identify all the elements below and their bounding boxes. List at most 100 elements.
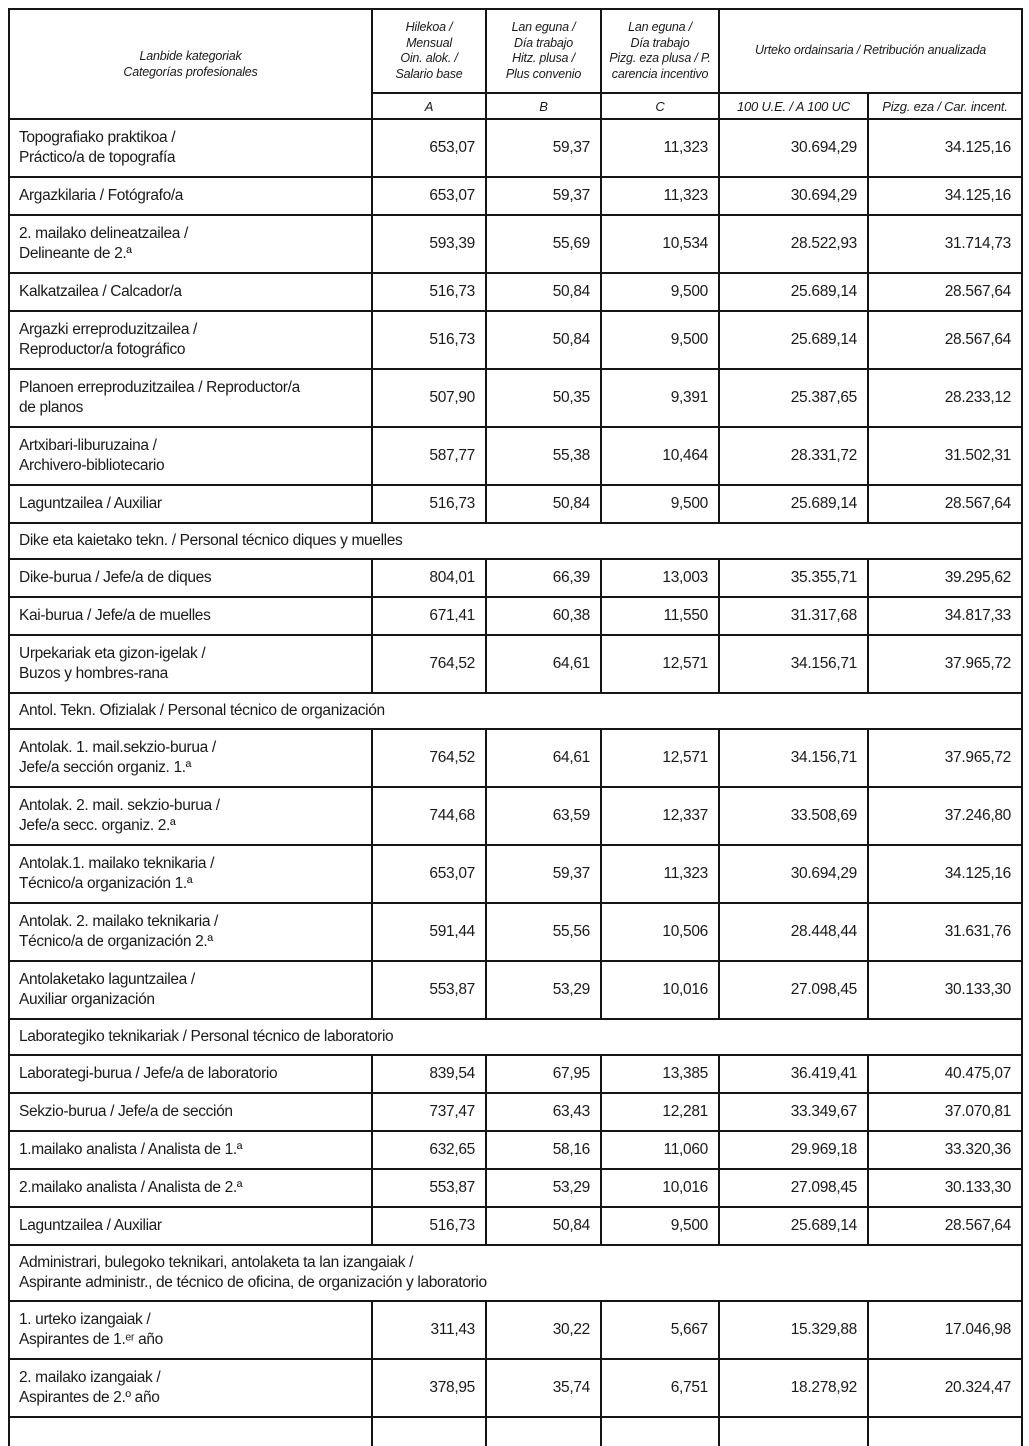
table-row: Dike-burua / Jefe/a de diques 804,01 66,39…	[8, 558, 1023, 598]
value-cell-carencia-incentivo: 12,571	[600, 728, 720, 788]
value-cell-anual-car-incent: 30.133,30	[867, 960, 1023, 1020]
value-cell-carencia-incentivo: 9,500	[600, 484, 720, 524]
value-cell-salario-base: 653,07	[371, 176, 487, 216]
category-cell: Kai-burua / Jefe/a de muelles	[8, 596, 373, 636]
value-cell-salario-base: 311,43	[371, 1300, 487, 1360]
document-page: Lanbide kategoriak Categorías profesiona…	[8, 8, 1023, 1446]
value-cell-anual-100uc: 27.098,45	[718, 960, 869, 1020]
category-cell: Antolak. 2. mailako teknikaria / Técnico…	[8, 902, 373, 962]
value-cell-plus-convenio: 50,84	[485, 310, 602, 370]
value-cell-plus-convenio: 64,61	[485, 634, 602, 694]
category-cell: Antolak. 2. mail. sekzio-burua / Jefe/a …	[8, 786, 373, 846]
value-cell-salario-base: 671,41	[371, 596, 487, 636]
table-row: Argazkilaria / Fotógrafo/a 653,07 59,37 11,…	[8, 176, 1023, 216]
value-cell-anual-100uc: 28.522,93	[718, 214, 869, 274]
value-cell-plus-convenio: 53,29	[485, 960, 602, 1020]
value-cell-anual-car-incent: 20.324,47	[867, 1358, 1023, 1418]
value-cell-carencia-incentivo: 11,323	[600, 176, 720, 216]
header-daily-carencia-incentivo: Lan eguna / Día trabajo Pizg. eza plusa …	[600, 8, 720, 94]
category-cell: Kalkatzailea / Calcador/a	[8, 272, 373, 312]
table-row: Kai-burua / Jefe/a de muelles 671,41 60,38…	[8, 596, 1023, 636]
category-cell: 1. urteko izangaiak / Aspirantes de 1.ᵉʳ…	[8, 1300, 373, 1360]
table-row: 2. mailako izangaiak / Aspirantes de 2.º…	[8, 1358, 1023, 1418]
value-cell-carencia-incentivo: 9,500	[600, 310, 720, 370]
value-cell-plus-convenio: 50,35	[485, 368, 602, 428]
value-cell-anual-car-incent: 37.965,72	[867, 728, 1023, 788]
value-cell-plus-convenio: 59,37	[485, 118, 602, 178]
value-cell-salario-base: 587,77	[371, 426, 487, 486]
value-cell-plus-convenio: 50,84	[485, 1206, 602, 1246]
value-cell-plus-convenio: 53,29	[485, 1168, 602, 1208]
value-cell-carencia-incentivo: 5,667	[600, 1300, 720, 1360]
header-sub-b: B	[485, 92, 602, 120]
value-cell-anual-car-incent: 34.125,16	[867, 844, 1023, 904]
header-category: Lanbide kategoriak Categorías profesiona…	[8, 8, 373, 120]
value-cell-anual-car-incent: 17.046,98	[867, 1300, 1023, 1360]
value-cell-anual-car-incent: 28.567,64	[867, 272, 1023, 312]
value-cell-anual-100uc: 35.355,71	[718, 558, 869, 598]
table-row: Antolak. 1. mail.sekzio-burua / Jefe/a s…	[8, 728, 1023, 788]
value-cell-carencia-incentivo: 12,281	[600, 1092, 720, 1132]
empty-cell	[600, 1416, 720, 1446]
table-row: Sekzio-burua / Jefe/a de sección 737,47 63…	[8, 1092, 1023, 1132]
value-cell-plus-convenio: 67,95	[485, 1054, 602, 1094]
value-cell-anual-100uc: 30.694,29	[718, 118, 869, 178]
table-row: Antolak. 2. mailako teknikaria / Técnico…	[8, 902, 1023, 962]
table-body: Topografiako praktikoa / Práctico/a de t…	[8, 118, 1023, 1446]
value-cell-carencia-incentivo: 13,385	[600, 1054, 720, 1094]
table-row: Planoen erreproduzitzailea / Reproductor…	[8, 368, 1023, 428]
category-cell: Planoen erreproduzitzailea / Reproductor…	[8, 368, 373, 428]
section-label: Administrari, bulegoko teknikari, antola…	[8, 1244, 1023, 1302]
table-row: Antolaketako laguntzailea / Auxiliar org…	[8, 960, 1023, 1020]
table-row: 2. mailako delineatzailea / Delineante d…	[8, 214, 1023, 274]
value-cell-anual-100uc: 15.329,88	[718, 1300, 869, 1360]
value-cell-anual-100uc: 36.419,41	[718, 1054, 869, 1094]
value-cell-anual-car-incent: 37.070,81	[867, 1092, 1023, 1132]
value-cell-anual-100uc: 25.689,14	[718, 484, 869, 524]
category-cell: 2. mailako izangaiak / Aspirantes de 2.º…	[8, 1358, 373, 1418]
value-cell-carencia-incentivo: 12,571	[600, 634, 720, 694]
table-row: Artxibari-liburuzaina / Archivero-biblio…	[8, 426, 1023, 486]
value-cell-carencia-incentivo: 10,534	[600, 214, 720, 274]
value-cell-carencia-incentivo: 6,751	[600, 1358, 720, 1418]
value-cell-carencia-incentivo: 10,506	[600, 902, 720, 962]
table-row: Topografiako praktikoa / Práctico/a de t…	[8, 118, 1023, 178]
category-cell: Laguntzailea / Auxiliar	[8, 484, 373, 524]
value-cell-carencia-incentivo: 9,391	[600, 368, 720, 428]
value-cell-anual-car-incent: 30.133,30	[867, 1168, 1023, 1208]
empty-cell	[485, 1416, 602, 1446]
value-cell-anual-100uc: 31.317,68	[718, 596, 869, 636]
value-cell-salario-base: 737,47	[371, 1092, 487, 1132]
value-cell-anual-car-incent: 34.817,33	[867, 596, 1023, 636]
category-cell: Sekzio-burua / Jefe/a de sección	[8, 1092, 373, 1132]
table-row: Argazki erreproduzitzailea / Reproductor…	[8, 310, 1023, 370]
table-row: Laguntzailea / Auxiliar 516,73 50,84 9,500 2…	[8, 484, 1023, 524]
value-cell-plus-convenio: 50,84	[485, 484, 602, 524]
value-cell-carencia-incentivo: 9,500	[600, 272, 720, 312]
value-cell-salario-base: 839,54	[371, 1054, 487, 1094]
value-cell-carencia-incentivo: 12,337	[600, 786, 720, 846]
value-cell-salario-base: 516,73	[371, 1206, 487, 1246]
category-cell: Topografiako praktikoa / Práctico/a de t…	[8, 118, 373, 178]
table-row: Laguntzailea / Auxiliar 516,73 50,84 9,500 2…	[8, 1206, 1023, 1246]
value-cell-anual-car-incent: 39.295,62	[867, 558, 1023, 598]
table-row: Urpekariak eta gizon-igelak / Buzos y ho…	[8, 634, 1023, 694]
table-row: 2.mailako analista / Analista de 2.ª 553,…	[8, 1168, 1023, 1208]
value-cell-salario-base: 764,52	[371, 728, 487, 788]
value-cell-salario-base: 378,95	[371, 1358, 487, 1418]
table-row: Antolak. 2. mail. sekzio-burua / Jefe/a …	[8, 786, 1023, 846]
value-cell-salario-base: 591,44	[371, 902, 487, 962]
salary-table: Lanbide kategoriak Categorías profesiona…	[8, 8, 1023, 1446]
category-cell: Dike-burua / Jefe/a de diques	[8, 558, 373, 598]
empty-cell	[718, 1416, 869, 1446]
value-cell-anual-car-incent: 34.125,16	[867, 118, 1023, 178]
header-sub-car-incent: Pizg. eza / Car. incent.	[867, 92, 1023, 120]
header-sub-a: A	[371, 92, 487, 120]
table-row: Laborategi-burua / Jefe/a de laboratorio…	[8, 1054, 1023, 1094]
value-cell-carencia-incentivo: 11,323	[600, 844, 720, 904]
value-cell-plus-convenio: 55,56	[485, 902, 602, 962]
value-cell-anual-100uc: 28.331,72	[718, 426, 869, 486]
value-cell-carencia-incentivo: 11,550	[600, 596, 720, 636]
table-row: 1. urteko izangaiak / Aspirantes de 1.ᵉʳ…	[8, 1300, 1023, 1360]
value-cell-anual-car-incent: 31.714,73	[867, 214, 1023, 274]
